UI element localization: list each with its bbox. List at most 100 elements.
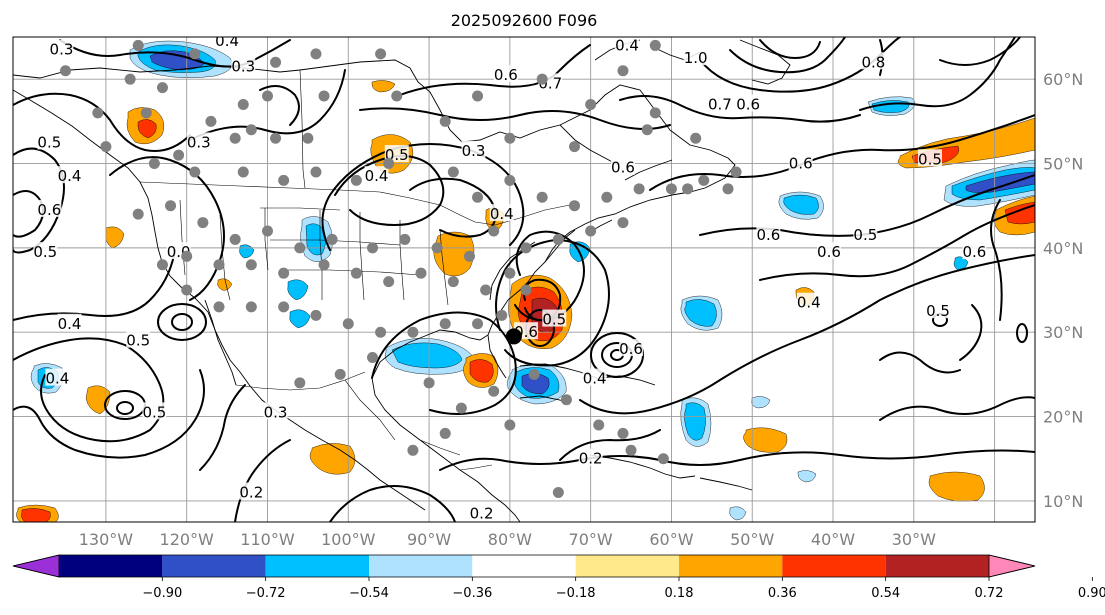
station-marker xyxy=(245,259,257,271)
station-marker xyxy=(568,200,580,212)
station-marker xyxy=(496,309,508,321)
contour-value-label: 0.5 xyxy=(918,150,942,168)
contour-value-label: 0.6 xyxy=(962,243,986,261)
colorbar-tick-label: 0.90 xyxy=(1078,586,1105,601)
contour-value-label: 0.4 xyxy=(583,370,607,388)
station-marker xyxy=(237,166,249,178)
contour-label-backdrop xyxy=(45,368,70,386)
station-marker xyxy=(536,191,548,203)
station-marker xyxy=(213,259,225,271)
station-marker xyxy=(173,149,185,161)
shaded-anomaly-region xyxy=(289,309,311,329)
station-marker xyxy=(649,107,661,119)
station-marker xyxy=(326,233,338,245)
contour-label-backdrop xyxy=(683,48,708,66)
colorbar-bin xyxy=(575,555,679,577)
contour-label-backdrop xyxy=(542,309,567,327)
contour-value-label: 0.4 xyxy=(215,32,239,50)
contour-label-backdrop xyxy=(142,402,167,420)
contour-label-backdrop xyxy=(619,339,644,357)
lon-tick-label: 40°W xyxy=(811,530,855,549)
colorbar-bin xyxy=(679,555,783,577)
shaded-anomaly-region xyxy=(309,443,356,475)
station-marker xyxy=(278,174,290,186)
station-marker xyxy=(504,267,516,279)
station-marker xyxy=(156,259,168,271)
lon-tick-label: 100°W xyxy=(321,530,376,549)
colorbar-bin xyxy=(782,555,886,577)
contour-label-backdrop xyxy=(364,166,389,184)
colorbar-bin xyxy=(162,555,266,577)
station-marker xyxy=(132,39,144,51)
colorbar-tick-label: −0.36 xyxy=(452,586,492,601)
shaded-anomaly-region xyxy=(85,385,111,415)
contour-label-backdrop xyxy=(756,225,781,243)
station-marker xyxy=(124,73,136,85)
station-marker xyxy=(439,318,451,330)
shaded-anomaly-region xyxy=(797,470,817,483)
contour-value-label: 0.3 xyxy=(462,142,486,160)
contour-label-backdrop xyxy=(57,166,82,184)
colorbar-under-extension xyxy=(12,554,60,578)
shaded-anomaly-region xyxy=(965,171,1035,193)
station-marker xyxy=(601,191,613,203)
colorbar-bin xyxy=(59,555,163,577)
station-marker xyxy=(342,318,354,330)
station-marker xyxy=(205,115,217,127)
station-marker xyxy=(568,141,580,153)
station-marker xyxy=(520,284,532,296)
observation-stations xyxy=(60,39,742,498)
lon-tick-label: 130°W xyxy=(79,530,134,549)
station-marker xyxy=(625,444,637,456)
station-marker xyxy=(350,174,362,186)
station-marker xyxy=(310,48,322,60)
contour-label-backdrop xyxy=(126,330,151,348)
station-marker xyxy=(472,191,484,203)
shaded-anomaly-region xyxy=(21,508,51,522)
contour-label-backdrop xyxy=(493,64,518,82)
contour-value-label: 0.2 xyxy=(579,450,603,468)
contour-label-backdrop xyxy=(263,402,288,420)
contour-label-backdrop xyxy=(49,39,74,57)
station-marker xyxy=(92,107,104,119)
station-marker xyxy=(383,158,395,170)
shaded-anomaly-region xyxy=(729,506,747,521)
station-marker xyxy=(197,217,209,229)
contour-label-backdrop xyxy=(615,37,640,53)
contour-value-label: 0.3 xyxy=(264,403,288,421)
colorbar-bin xyxy=(472,555,576,577)
station-marker xyxy=(698,174,710,186)
shaded-anomaly-region xyxy=(287,279,309,301)
contour-label-backdrop xyxy=(186,132,211,150)
station-marker xyxy=(383,276,395,288)
station-marker xyxy=(407,444,419,456)
station-marker xyxy=(665,183,677,195)
station-marker xyxy=(294,242,306,254)
station-marker xyxy=(140,107,152,119)
station-marker xyxy=(213,301,225,313)
colorbar-tick-label: −0.18 xyxy=(556,586,596,601)
station-marker xyxy=(552,486,564,498)
station-marker xyxy=(189,166,201,178)
station-marker xyxy=(237,98,249,110)
contour-label-backdrop xyxy=(489,204,514,222)
contour-value-label: 0.5 xyxy=(142,403,166,421)
station-marker xyxy=(245,124,257,136)
contour-value-label: 0.5 xyxy=(853,226,877,244)
lon-tick-label: 60°W xyxy=(649,530,693,549)
station-marker xyxy=(641,124,653,136)
lat-tick-label: 20°N xyxy=(1043,408,1083,427)
station-marker xyxy=(391,90,403,102)
colorbar-bin xyxy=(265,555,369,577)
station-marker xyxy=(148,158,160,170)
lat-tick-label: 40°N xyxy=(1043,239,1083,258)
station-marker xyxy=(504,132,516,144)
station-marker xyxy=(310,309,322,321)
colorbar-tick-label: 0.54 xyxy=(871,586,900,601)
contour-value-label: 0.3 xyxy=(187,133,211,151)
contour-value-label: 0.6 xyxy=(817,243,841,261)
station-marker xyxy=(447,276,459,288)
contour-value-label: 0.6 xyxy=(619,340,643,358)
contour-label-backdrop xyxy=(861,52,886,70)
